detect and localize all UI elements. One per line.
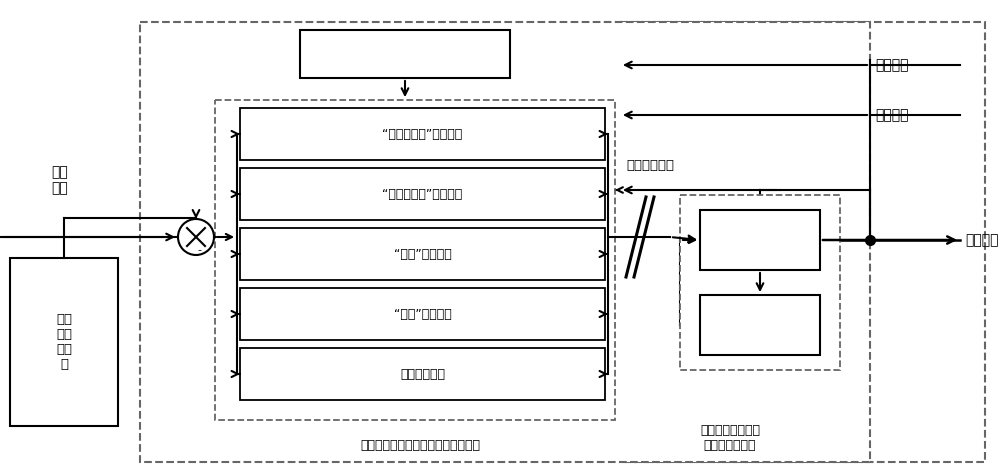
Text: 系统输出: 系统输出 xyxy=(965,233,998,247)
Text: 系统时滞: 系统时滞 xyxy=(875,108,908,122)
Text: 外界干扰: 外界干扰 xyxy=(875,58,908,72)
Bar xyxy=(240,228,605,280)
Text: 人机共驾型电动助力转向混杂控制器: 人机共驾型电动助力转向混杂控制器 xyxy=(360,439,480,452)
Text: 系统
输入: 系统 输入 xyxy=(52,165,68,195)
Bar xyxy=(140,22,870,462)
Text: 内部离散事件: 内部离散事件 xyxy=(626,159,674,172)
Text: “回正”控制模式: “回正”控制模式 xyxy=(394,247,451,261)
Bar xyxy=(700,210,820,270)
Text: DDC: DDC xyxy=(740,316,780,334)
Text: “驱动大转角”控制模式: “驱动大转角”控制模式 xyxy=(382,188,463,201)
Text: 人机共驾型电动助
力转向混杂系统: 人机共驾型电动助 力转向混杂系统 xyxy=(700,424,760,452)
Text: 仿人
操纵
规则
库: 仿人 操纵 规则 库 xyxy=(56,313,72,371)
Text: “阻尼”控制模式: “阻尼”控制模式 xyxy=(394,308,451,320)
Bar xyxy=(240,108,605,160)
Text: 助力控制模式: 助力控制模式 xyxy=(400,367,445,381)
Bar xyxy=(215,100,615,420)
Bar xyxy=(240,168,605,220)
Bar xyxy=(240,288,605,340)
Bar xyxy=(700,295,820,355)
Text: -: - xyxy=(197,245,201,255)
Text: CDC: CDC xyxy=(741,231,779,249)
Bar xyxy=(10,258,118,426)
Bar xyxy=(680,195,840,370)
Bar xyxy=(240,348,605,400)
Bar xyxy=(620,22,985,462)
Bar xyxy=(300,30,510,78)
Text: 切换监督控制器: 切换监督控制器 xyxy=(376,47,434,61)
Text: “驱动小转角”控制模式: “驱动小转角”控制模式 xyxy=(382,128,463,140)
